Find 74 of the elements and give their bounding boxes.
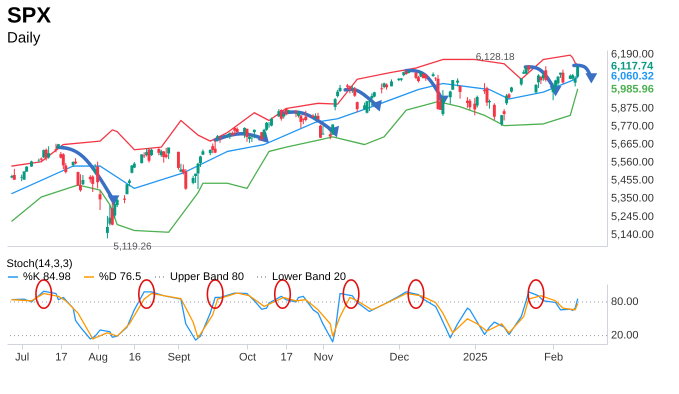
x-tick-label: Aug [88, 352, 108, 364]
candlestick [476, 95, 479, 108]
candlestick [350, 85, 354, 94]
candlestick [214, 140, 217, 154]
chart-title: Stoch(14,3,3) [6, 258, 73, 270]
line-series [11, 76, 578, 194]
candlestick [334, 97, 337, 111]
y-tick-label: 5,455.00 [611, 174, 654, 187]
candlestick [110, 202, 114, 226]
y-tick-label: 5,665.00 [611, 138, 654, 151]
candlestick [176, 151, 180, 170]
candlestick [468, 98, 472, 110]
x-tick-label: Nov [314, 352, 334, 364]
annotation: 5,119.26 [113, 241, 152, 252]
annotation: 6,117.74 [611, 60, 654, 73]
y-tick-label: 5,770.00 [611, 120, 654, 133]
line-series [11, 88, 578, 233]
candlestick [140, 154, 144, 164]
candlestick [552, 82, 555, 101]
candlestick [96, 161, 100, 189]
candlestick [561, 69, 564, 84]
candlestick [246, 128, 248, 142]
candlestick [319, 124, 322, 139]
candlestick [370, 92, 374, 108]
x-tick-label: 17 [280, 352, 293, 364]
candlestick [91, 174, 94, 193]
line-series [11, 54, 578, 167]
y-tick-label: 80.00 [611, 296, 639, 308]
candlestick [458, 85, 462, 100]
candlestick [164, 147, 168, 159]
legend-label: %K 84.98 [23, 271, 71, 283]
candlestick [12, 168, 16, 180]
candlestick [98, 190, 102, 211]
candlestick [304, 110, 308, 122]
annotation: 6,128.18 [476, 52, 516, 63]
y-tick-label: 5,350.00 [611, 192, 654, 205]
y-tick-label: 6,190.00 [611, 48, 654, 60]
x-tick-label: Oct [238, 352, 256, 364]
candlestick [486, 86, 488, 106]
legend-label: Lower Band 20 [272, 271, 346, 283]
annotation: 5,985.96 [611, 83, 654, 96]
candlestick [81, 174, 84, 186]
legend-label: %D 76.5 [99, 271, 142, 283]
candlestick [211, 143, 214, 154]
candlestick [37, 158, 40, 163]
candlestick [466, 96, 469, 108]
candlestick [79, 174, 82, 192]
x-tick-label: Feb [544, 352, 564, 364]
y-tick-label: 5,875.00 [611, 102, 654, 114]
y-tick-label: 5,245.00 [611, 210, 654, 223]
annotation: 6,060.32 [611, 70, 654, 83]
x-tick-label: 17 [55, 352, 68, 364]
candlestick [488, 99, 491, 110]
candlestick [502, 108, 506, 121]
x-tick-label: 16 [128, 352, 141, 364]
candlestick [47, 146, 50, 160]
candlestick [366, 100, 368, 114]
candlestick [441, 90, 444, 116]
x-tick-label: Jul [15, 352, 30, 364]
chart-title: SPX [7, 2, 52, 28]
chart-subtitle: Daily [7, 29, 41, 46]
candlestick [492, 102, 496, 120]
x-tick-label: Dec [390, 352, 410, 364]
candlestick [299, 114, 302, 128]
y-tick-label: 20.00 [611, 330, 639, 342]
legend-label: Upper Band 80 [170, 271, 244, 283]
candlestick [44, 148, 48, 162]
candlestick [62, 152, 65, 170]
candlestick [505, 93, 508, 106]
candlestick [356, 101, 359, 113]
y-tick-label: 5,140.00 [611, 228, 654, 241]
x-tick-label: 2025 [463, 352, 488, 364]
y-tick-label: 5,560.00 [611, 156, 654, 169]
x-tick-label: Sept [168, 352, 190, 364]
